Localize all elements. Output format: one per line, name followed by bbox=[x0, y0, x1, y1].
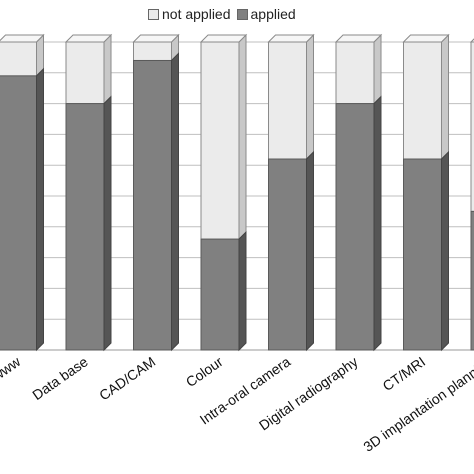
bar-segment-applied bbox=[133, 59, 172, 351]
bar-segment-not-applied bbox=[335, 41, 375, 105]
legend-swatch-applied bbox=[236, 8, 248, 20]
bar-segment-not-applied bbox=[0, 41, 37, 77]
bar-side-applied bbox=[373, 95, 382, 352]
bar-side-not-applied bbox=[238, 33, 247, 241]
bar-side-not-applied bbox=[373, 33, 382, 105]
bar-top bbox=[0, 34, 45, 43]
bar-side-applied bbox=[306, 150, 314, 352]
bar-top bbox=[132, 34, 180, 43]
bars bbox=[0, 33, 474, 352]
bar-segment-applied bbox=[0, 75, 37, 351]
bar-side-applied bbox=[103, 95, 112, 352]
bar-top bbox=[469, 38, 474, 43]
bar-top bbox=[334, 34, 383, 43]
legend-item-not-applied: not applied bbox=[148, 6, 231, 22]
bar-segment-not-applied bbox=[403, 41, 442, 160]
bar-top bbox=[64, 34, 113, 43]
bar-segment-applied bbox=[470, 210, 474, 351]
bar-segment-not-applied bbox=[133, 41, 172, 61]
bar-segment-applied bbox=[268, 158, 307, 351]
bar-side-not-applied bbox=[441, 33, 449, 161]
bar-segment-not-applied bbox=[200, 41, 240, 240]
bar-segment-applied bbox=[200, 238, 240, 351]
legend: not applied applied bbox=[148, 6, 302, 22]
bar-segment-applied bbox=[403, 158, 442, 351]
legend-item-applied: applied bbox=[236, 6, 296, 22]
bar-segment-applied bbox=[65, 103, 105, 351]
bar-segment-not-applied bbox=[268, 41, 307, 160]
bar-side-applied bbox=[171, 52, 179, 352]
bar-top bbox=[267, 34, 315, 43]
category-label: CT/MRI bbox=[380, 353, 429, 394]
category-label: Colour bbox=[183, 353, 226, 390]
bar-side-applied bbox=[441, 150, 449, 352]
bar-top bbox=[199, 34, 248, 43]
bar-segment-not-applied bbox=[470, 41, 474, 212]
legend-label-applied: applied bbox=[250, 6, 296, 22]
category-label: CAD/CAM bbox=[96, 353, 158, 403]
bar-side-not-applied bbox=[306, 33, 314, 161]
bar-segment-applied bbox=[335, 103, 375, 351]
bar-side-applied bbox=[238, 230, 247, 352]
legend-label-not-applied: not applied bbox=[162, 6, 231, 22]
bar-side-applied bbox=[36, 67, 44, 352]
bar-segment-not-applied bbox=[65, 41, 105, 105]
category-label: www bbox=[0, 353, 24, 385]
legend-swatch-not-applied bbox=[148, 8, 159, 20]
bar-top bbox=[402, 34, 450, 43]
category-label: Data base bbox=[29, 353, 91, 403]
bar-side-not-applied bbox=[103, 33, 112, 105]
